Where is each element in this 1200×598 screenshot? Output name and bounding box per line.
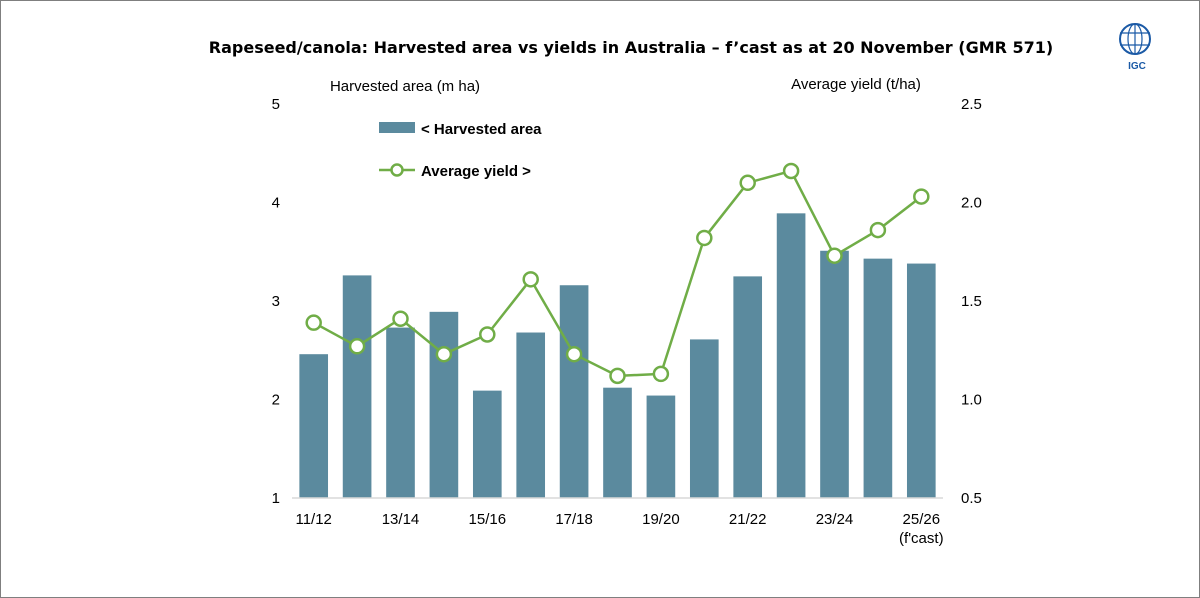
yield-point-19-20 [652, 365, 670, 383]
yield-point-12-13 [348, 338, 366, 355]
bar-19-20 [646, 395, 676, 498]
yield-point-18-19 [609, 367, 626, 385]
yield-point-14-15 [435, 345, 453, 363]
x-tick-sublabel: (f'cast) [899, 530, 944, 547]
right-tick-label: 2.5 [961, 96, 982, 113]
x-tick-label: 21/22 [729, 511, 767, 528]
right-tick-label: 1.0 [961, 392, 982, 409]
yield-point-15-16 [479, 326, 496, 343]
left-tick-label: 1 [272, 490, 280, 507]
left-axis-title: Harvested area (m ha) [330, 78, 480, 95]
bar-series [299, 213, 936, 498]
yield-point-20-21 [696, 229, 713, 247]
bar-21-22 [733, 276, 763, 498]
yield-point-16-17 [522, 271, 539, 288]
legend-line-label: Average yield > [421, 163, 531, 180]
bar-17-18 [559, 285, 589, 498]
right-tick-label: 2.0 [961, 195, 982, 212]
yield-point-13-14 [392, 310, 409, 327]
bar-20-21 [689, 339, 719, 498]
right-axis-ticks: 0.5 1.0 1.5 2.0 2.5 [961, 96, 982, 507]
yield-line-series [305, 162, 930, 385]
bar-13-14 [386, 327, 415, 498]
bar-11-12 [299, 354, 329, 498]
bar-18-19 [603, 387, 632, 498]
chart-title: Rapeseed/canola: Harvested area vs yield… [209, 38, 1053, 57]
bar-15-16 [472, 390, 502, 498]
x-tick-label: 17/18 [555, 511, 593, 528]
x-tick-label: 15/16 [469, 511, 507, 528]
x-tick-label: 19/20 [642, 511, 680, 528]
bar-23-24 [820, 250, 849, 498]
bar-22-23 [776, 213, 806, 498]
x-tick-label: 23/24 [816, 511, 854, 528]
yield-point-11-12 [305, 314, 322, 331]
x-tick-label: 11/12 [295, 511, 331, 528]
bar-24-25 [863, 258, 893, 498]
bar-14-15 [429, 311, 459, 498]
left-tick-label: 4 [272, 195, 280, 212]
right-tick-label: 1.5 [961, 293, 982, 310]
legend-line-marker [390, 163, 404, 177]
yield-point-22-23 [782, 162, 800, 180]
yield-point-17-18 [565, 345, 583, 363]
legend: < Harvested area Average yield > [379, 121, 542, 180]
legend-bar-label: < Harvested area [421, 121, 542, 138]
igc-logo: IGC [1119, 23, 1151, 72]
left-tick-label: 2 [272, 392, 280, 409]
left-axis-ticks: 1 2 3 4 5 [272, 96, 280, 507]
legend-bar-swatch [379, 122, 415, 133]
logo-text: IGC [1128, 61, 1146, 72]
x-tick-label: 13/14 [382, 511, 420, 528]
right-axis-title: Average yield (t/ha) [791, 76, 921, 93]
yield-point-23-24 [826, 247, 843, 264]
right-tick-label: 0.5 [961, 490, 982, 507]
yield-point-25-26 [913, 188, 930, 205]
left-tick-label: 3 [272, 293, 280, 310]
x-axis-ticks: 11/12 13/14 15/16 17/18 19/20 21/22 23/24 25/26… [295, 511, 943, 547]
yield-point-21-22 [739, 174, 756, 192]
bar-25-26 [906, 263, 936, 498]
bar-12-13 [342, 275, 372, 498]
bar-16-17 [516, 332, 546, 498]
x-tick-label: 25/26 [903, 511, 941, 528]
left-tick-label: 5 [272, 96, 280, 113]
yield-point-24-25 [869, 221, 887, 239]
